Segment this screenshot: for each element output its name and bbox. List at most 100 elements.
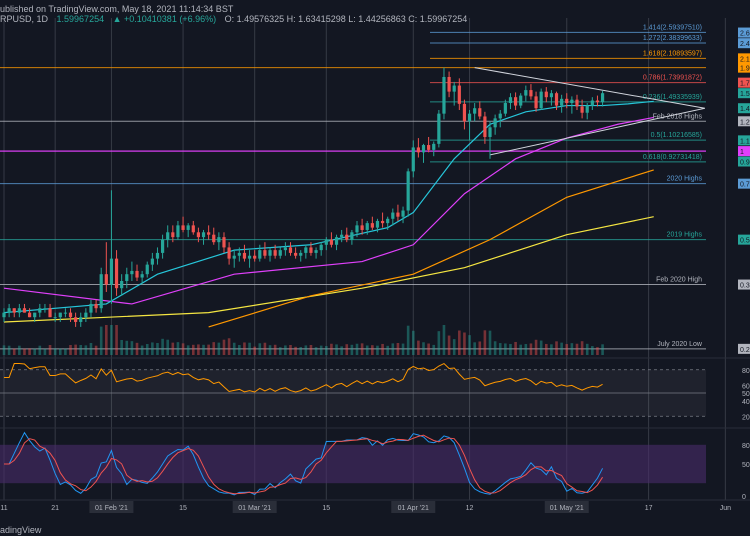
- triangle-lines: [474, 67, 705, 156]
- stoch-band: [0, 444, 706, 484]
- volume-bar-3: [18, 345, 21, 355]
- price-tag-7: 1.2: [740, 119, 750, 126]
- volume-bar-65: [335, 344, 338, 355]
- candle-body-65: [334, 237, 339, 245]
- moving-averages: [3, 100, 654, 328]
- volume-bar-95: [488, 330, 492, 355]
- level-label-7: 0.5(1.10216585): [651, 132, 702, 139]
- volume-bar-96: [493, 341, 497, 355]
- volume-bar-72: [371, 345, 374, 355]
- candle-body-29: [150, 258, 154, 265]
- candle-body-87: [447, 76, 451, 92]
- candle-body-26: [135, 270, 139, 278]
- candle-body-108: [554, 93, 559, 106]
- price-tag-bg-10: [738, 156, 750, 167]
- volume-bar-29: [151, 342, 154, 355]
- level-label-13: July 2020 Low: [657, 341, 703, 348]
- candle-body-0: [2, 312, 6, 318]
- ohlc-values: O: 1.49576325 H: 1.63415298 L: 1.4425686…: [224, 14, 468, 24]
- candle-body-105: [539, 91, 543, 109]
- fib-levels: 1.414(2.59397510) 1.272(2.38399633) 1.618(…: [0, 24, 706, 350]
- volume-bar-47: [243, 342, 246, 355]
- volume-bar-114: [585, 343, 589, 355]
- price-tag-bg-6: [738, 103, 750, 114]
- candle-body-53: [273, 250, 277, 256]
- candle-body-16: [84, 312, 88, 318]
- price-tags: 2.6 2.4 2.1 1.9 1.7 1.5 1.4 1.2 1.1 1 0.9 0.7 0.5 0.3…: [738, 27, 750, 354]
- candle-body-52: [268, 250, 272, 256]
- price-tag-0: 2.6: [740, 31, 750, 38]
- level-label-2: 1.618(2.10893597): [643, 50, 702, 57]
- candle-body-31: [160, 239, 165, 253]
- ticker-label[interactable]: RPUSD, 1D: [0, 14, 49, 24]
- candle-body-55: [283, 247, 287, 251]
- volume-bar-105: [539, 340, 543, 355]
- price-tag-3: 1.9: [740, 66, 750, 73]
- rsi-axis-label-0: 80: [742, 368, 750, 375]
- volume-bar-85: [437, 331, 441, 355]
- level-label-12: Feb 2020 High: [656, 277, 702, 284]
- volume-bar-22: [115, 325, 118, 355]
- candle-body-109: [560, 98, 564, 106]
- price-tag-bg-9: [738, 146, 750, 157]
- volume-bar-88: [452, 339, 456, 355]
- x-label-7: 12: [466, 505, 474, 512]
- candle-body-4: [22, 308, 27, 313]
- volume-bar-27: [140, 345, 144, 355]
- candle-body-3: [17, 308, 21, 313]
- candle-body-82: [421, 145, 426, 153]
- price-tag-bg-5: [738, 88, 750, 99]
- volume-bar-115: [591, 346, 594, 355]
- volume-bar-80: [411, 330, 415, 355]
- stoch-axis-label-0: 80: [742, 443, 750, 450]
- level-label-11: 2019 Highs: [667, 232, 703, 239]
- candle-body-48: [247, 255, 252, 259]
- candle-body-71: [365, 223, 369, 230]
- volume-bar-79: [406, 325, 410, 355]
- candle-body-77: [396, 212, 400, 217]
- price-tag-11: 0.7: [740, 182, 750, 189]
- volume-bar-103: [529, 343, 533, 355]
- candle-body-115: [590, 100, 594, 106]
- volume-bar-16: [84, 345, 88, 355]
- volume-bar-102: [524, 344, 528, 355]
- candle-body-103: [529, 90, 533, 97]
- price-tag-bg-12: [738, 234, 750, 245]
- price-tag-1: 2.4: [740, 41, 750, 48]
- volume-bar-52: [268, 345, 272, 355]
- volume-bar-109: [560, 342, 563, 355]
- candle-body-83: [427, 145, 431, 150]
- candle-body-56: [288, 247, 293, 253]
- price-tag-bg-1: [738, 38, 750, 49]
- time-axis: 11 21 01 Feb '21 15 01 Mar '21 15 01 Apr '21 12…: [0, 501, 731, 513]
- volume-bar-14: [74, 344, 77, 355]
- price-tag-bg-0: [738, 27, 750, 38]
- volume-bar-8: [43, 348, 47, 355]
- price-tag-8: 1.1: [740, 138, 750, 145]
- volume-bar-31: [161, 338, 164, 355]
- volume-bar-44: [227, 338, 231, 355]
- candle-body-61: [314, 250, 318, 253]
- volume-bar-0: [2, 345, 6, 355]
- candle-body-117: [600, 93, 605, 103]
- volume-bar-86: [442, 325, 446, 355]
- candle-body-59: [304, 247, 308, 253]
- candle-body-47: [242, 252, 247, 259]
- candle-body-84: [432, 143, 436, 150]
- volume-bar-82: [422, 342, 425, 355]
- candle-body-25: [130, 270, 134, 275]
- stoch-axis-label-2: 0: [742, 494, 746, 501]
- volume-bar-20: [105, 325, 108, 355]
- volume-bar-46: [238, 345, 241, 355]
- volume-bars: [2, 325, 604, 355]
- stoch-axis-label-1: 50: [742, 462, 750, 469]
- candle-body-96: [493, 118, 497, 128]
- volume-bar-91: [468, 335, 471, 355]
- candle-body-57: [294, 252, 298, 256]
- volume-bar-89: [458, 330, 461, 355]
- level-label-1: 1.272(2.38399633): [643, 35, 702, 42]
- volume-bar-41: [212, 342, 216, 355]
- x-label-0: 11: [0, 505, 7, 512]
- candle-body-27: [140, 274, 144, 278]
- x-label-bg-6: [391, 501, 436, 513]
